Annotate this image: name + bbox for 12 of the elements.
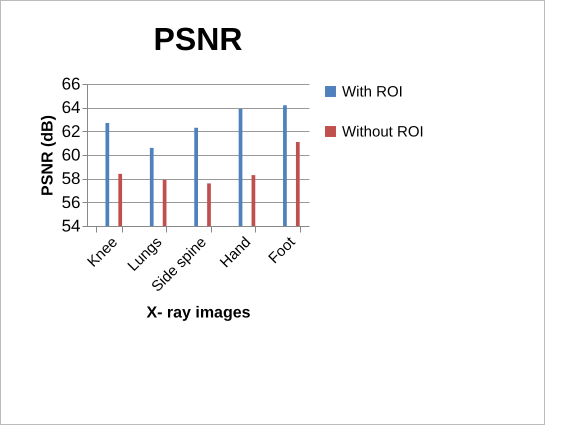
y-tick-label: 58 (62, 169, 80, 188)
y-tick-label: 56 (62, 192, 80, 212)
chart-title: PSNR (154, 21, 242, 57)
legend-label: With ROI (342, 84, 403, 100)
y-tick-label: 64 (62, 98, 80, 118)
y-tick-label: 66 (62, 74, 80, 94)
y-tick-label: 54 (62, 216, 80, 236)
legend-label: Without ROI (342, 124, 424, 140)
y-tick-label: 60 (62, 146, 80, 164)
y-axis-title: PSNR (dB) (40, 115, 57, 196)
y-tick-label: 62 (62, 122, 80, 141)
x-axis-title: X- ray images (146, 304, 251, 322)
